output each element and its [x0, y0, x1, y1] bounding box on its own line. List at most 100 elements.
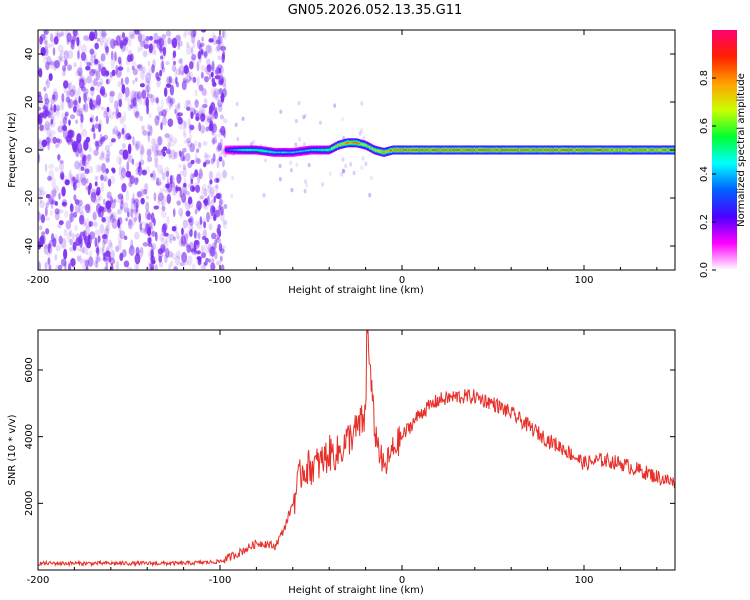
noise-point: [146, 148, 152, 157]
noise-point: [202, 262, 207, 270]
ridge-cell: [278, 151, 281, 153]
noise-point: [107, 215, 112, 226]
noise-point: [65, 96, 71, 103]
noise-point: [89, 68, 95, 77]
noise-point: [302, 142, 306, 147]
noise-point: [188, 61, 194, 70]
noise-point: [173, 236, 176, 242]
ridge-cell: [478, 149, 480, 151]
noise-point: [217, 104, 223, 113]
noise-point: [104, 144, 111, 153]
ridge-cell: [239, 149, 241, 151]
noise-point: [143, 43, 150, 50]
noise-point: [135, 140, 141, 150]
noise-point: [249, 142, 253, 147]
ridge-cell: [301, 150, 304, 152]
noise-point: [191, 186, 195, 192]
ridge-cell: [574, 149, 576, 151]
noise-point: [134, 231, 140, 240]
noise-point: [62, 125, 68, 132]
noise-point: [206, 195, 210, 206]
ridge-cell: [409, 149, 412, 151]
ridge-cell: [408, 149, 410, 151]
noise-point: [219, 255, 223, 262]
noise-point: [167, 95, 172, 104]
noise-point: [174, 103, 180, 109]
ridge-cell: [526, 149, 528, 151]
ridge-cell: [389, 150, 391, 152]
noise-point: [154, 158, 159, 168]
ridge-cell: [342, 143, 345, 145]
noise-point: [121, 182, 127, 193]
noise-point: [57, 264, 63, 270]
noise-point: [217, 64, 223, 71]
noise-point: [55, 104, 61, 112]
noise-point: [91, 69, 97, 74]
ridge-cell: [368, 146, 371, 148]
ridge-cell: [620, 149, 623, 151]
noise-point: [44, 163, 48, 172]
noise-point: [137, 63, 143, 70]
ridge-cell: [539, 149, 541, 151]
noise-point: [120, 195, 124, 205]
noise-point: [104, 202, 109, 210]
noise-point: [87, 141, 91, 150]
noise-point: [106, 194, 111, 201]
noise-point: [82, 154, 87, 162]
noise-point: [149, 225, 154, 235]
ridge-cell: [460, 149, 463, 151]
noise-point: [218, 242, 223, 252]
noise-point: [304, 179, 308, 184]
noise-point: [115, 260, 119, 270]
noise-point: [140, 34, 146, 46]
noise-point: [223, 221, 227, 230]
ridge-cell: [392, 149, 394, 151]
noise-point: [58, 220, 64, 226]
noise-point: [166, 76, 171, 85]
noise-point: [119, 175, 124, 181]
noise-point: [204, 154, 211, 159]
noise-point: [166, 215, 170, 225]
ridge-cell: [322, 149, 324, 151]
noise-point: [321, 182, 325, 187]
noise-point: [85, 203, 91, 214]
noise-point: [203, 204, 209, 210]
noise-point: [131, 65, 135, 71]
noise-point: [222, 159, 225, 168]
ridge-cell: [352, 142, 355, 144]
ridge-cell: [240, 149, 243, 151]
ridge-cell: [234, 149, 237, 151]
noise-point: [76, 247, 82, 252]
ridge-cell: [345, 142, 348, 144]
noise-point: [215, 260, 222, 266]
noise-point: [168, 264, 172, 270]
noise-point: [146, 93, 153, 99]
noise-point: [165, 247, 170, 259]
noise-point: [193, 140, 198, 147]
noise-point: [165, 30, 172, 37]
colorbar: 0.0 0.2 0.4 0.6 0.8 Normalized spectral ampl…: [699, 30, 747, 278]
noise-point: [128, 248, 132, 255]
noise-point: [206, 64, 210, 70]
noise-point: [181, 235, 187, 246]
noise-point: [150, 96, 155, 106]
noise-point: [165, 61, 170, 66]
ridge-cell: [593, 149, 595, 151]
noise-point: [137, 249, 144, 259]
ridge-cell: [277, 151, 279, 153]
noise-point: [183, 32, 187, 39]
noise-point: [133, 30, 140, 35]
noise-point: [67, 82, 72, 90]
ridge-cell: [229, 149, 231, 151]
noise-point: [38, 225, 43, 231]
noise-point: [58, 192, 61, 200]
noise-point: [161, 33, 167, 40]
ridge-cell: [619, 149, 621, 151]
ridge-cell: [645, 149, 648, 151]
noise-point: [289, 168, 293, 173]
noise-point: [82, 229, 87, 241]
noise-point: [136, 191, 142, 198]
noise-point: [187, 255, 193, 266]
noise-point: [45, 194, 51, 199]
